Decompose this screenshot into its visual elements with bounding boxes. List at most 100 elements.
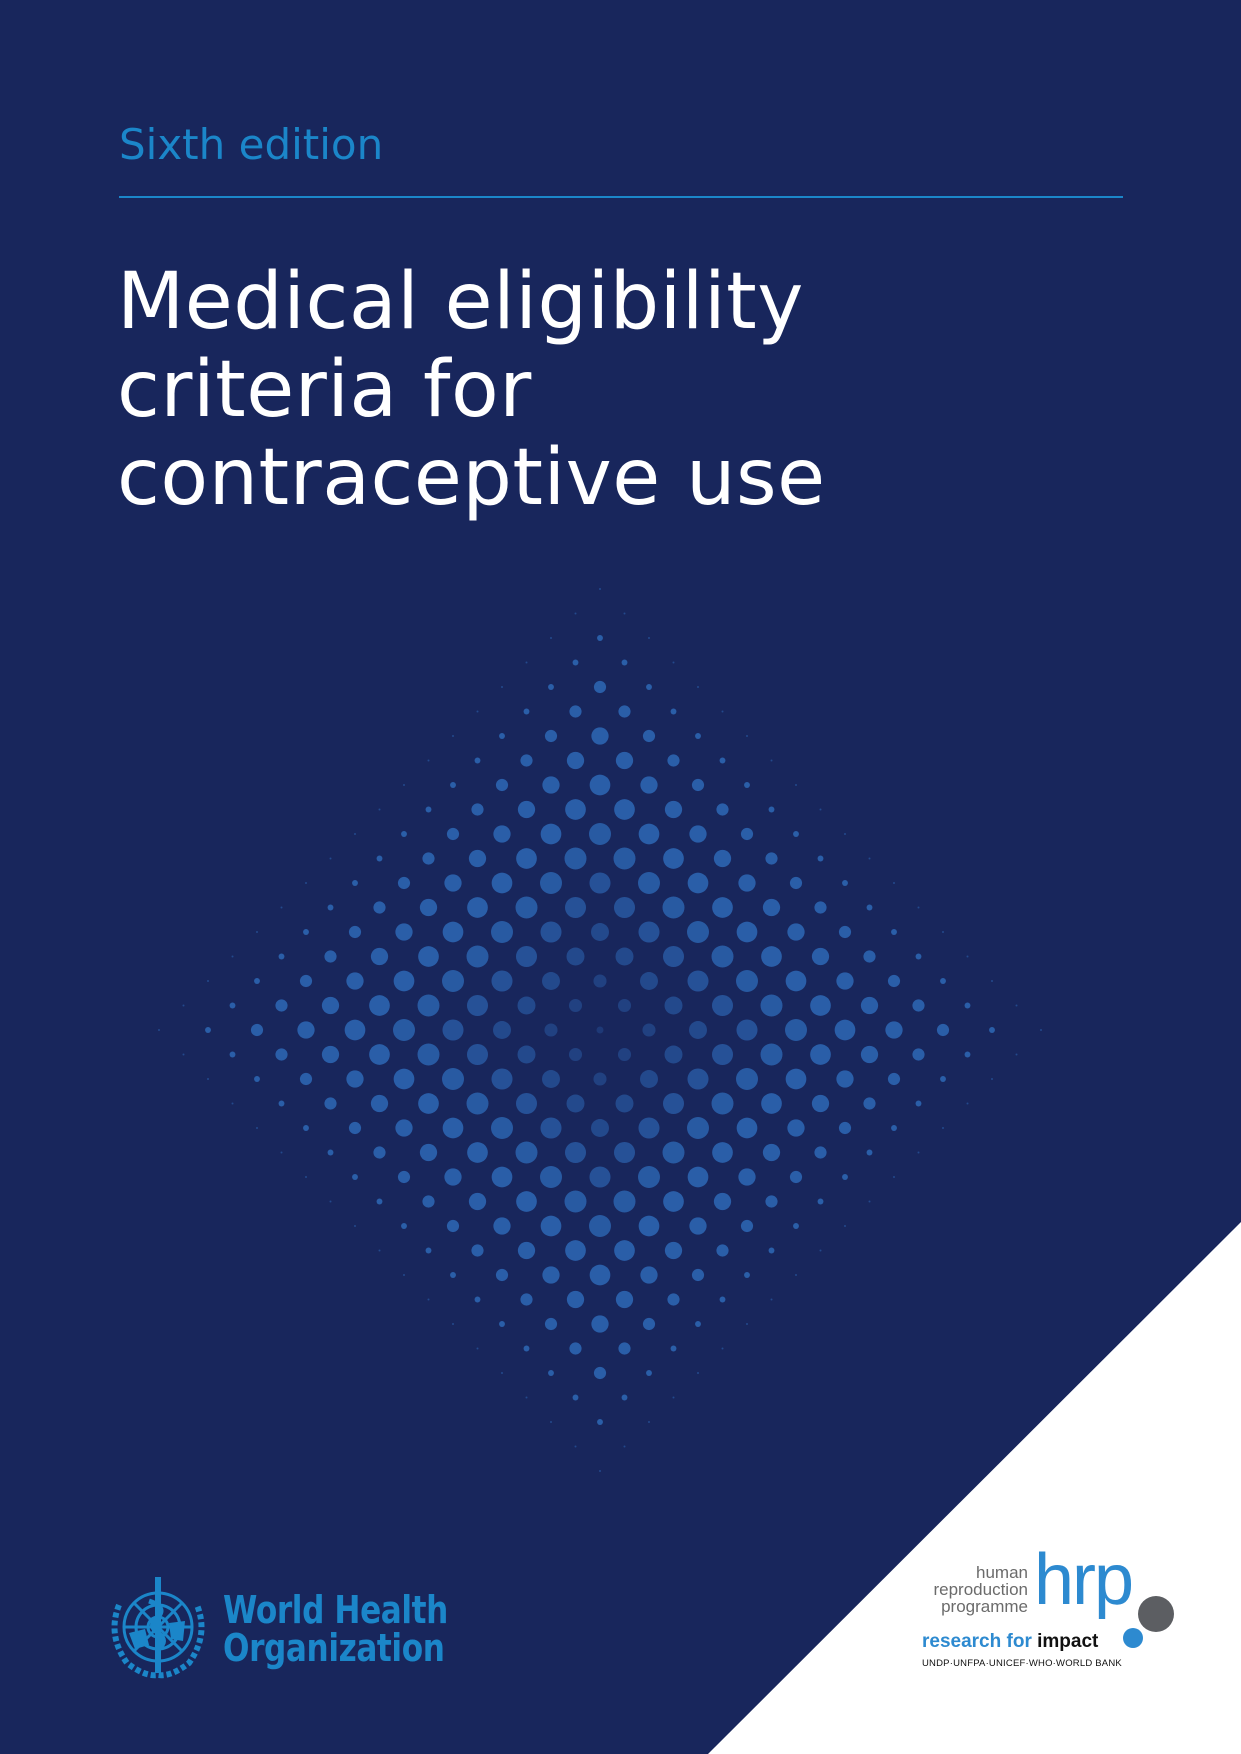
halftone-dot xyxy=(912,1048,925,1061)
document-title: Medical eligibility criteria for contrac… xyxy=(117,258,826,522)
halftone-dot xyxy=(397,876,411,890)
divider xyxy=(119,196,1123,198)
halftone-dot xyxy=(736,921,758,943)
halftone-dot xyxy=(344,1019,366,1041)
halftone-dot xyxy=(250,1023,264,1037)
halftone-dot xyxy=(789,1170,803,1184)
halftone-dot xyxy=(467,897,488,918)
halftone-dot xyxy=(844,833,846,835)
halftone-dot xyxy=(760,994,783,1017)
halftone-dot xyxy=(493,1217,511,1235)
halftone-dot xyxy=(256,931,258,933)
halftone-dot xyxy=(966,955,969,958)
halftone-dot xyxy=(687,921,709,943)
halftone-dot xyxy=(452,1323,454,1325)
halftone-dot xyxy=(566,1094,585,1113)
halftone-dot xyxy=(617,998,632,1013)
halftone-dot xyxy=(738,874,756,892)
halftone-dot xyxy=(817,1198,824,1205)
halftone-dot xyxy=(716,1244,729,1257)
halftone-dot xyxy=(468,849,487,868)
halftone-dot xyxy=(401,831,407,837)
halftone-dot xyxy=(842,1174,848,1180)
halftone-dot xyxy=(762,898,781,917)
halftone-dot xyxy=(663,1191,684,1212)
halftone-dot xyxy=(613,847,636,870)
halftone-dot xyxy=(640,1070,658,1088)
halftone-dot xyxy=(520,1293,533,1306)
halftone-dot xyxy=(711,1043,734,1066)
halftone-dot xyxy=(891,1125,897,1131)
halftone-dot xyxy=(915,953,922,960)
halftone-dot xyxy=(523,708,530,715)
halftone-dot xyxy=(642,1317,656,1331)
halftone-dot xyxy=(713,849,732,868)
halftone-dot xyxy=(540,1117,562,1139)
halftone-dot xyxy=(711,994,734,1017)
halftone-dot xyxy=(427,759,430,762)
halftone-dot xyxy=(787,1119,805,1137)
who-name-line1: World Health xyxy=(223,1588,448,1632)
hrp-text: reproduction xyxy=(933,1580,1028,1599)
halftone-dot xyxy=(768,806,775,813)
halftone-dot xyxy=(550,637,552,639)
tagline-part: impact xyxy=(1037,1631,1099,1652)
halftone-dot xyxy=(515,945,538,968)
halftone-dot xyxy=(713,1192,732,1211)
halftone-dot xyxy=(687,970,709,992)
halftone-dot xyxy=(589,1166,611,1188)
halftone-dot xyxy=(746,735,748,737)
halftone-dot xyxy=(760,1043,783,1066)
halftone-dot xyxy=(966,1102,969,1105)
halftone-dot xyxy=(303,929,309,935)
halftone-dot xyxy=(297,1021,315,1039)
halftone-dot xyxy=(321,996,340,1015)
halftone-dot xyxy=(373,1146,386,1159)
halftone-dot xyxy=(613,1190,636,1213)
halftone-dot xyxy=(623,612,626,615)
halftone-dot xyxy=(229,1002,236,1009)
halftone-dot xyxy=(540,921,562,943)
blue-dot-icon xyxy=(1123,1628,1143,1648)
halftone-dot xyxy=(466,994,489,1017)
halftone-dot xyxy=(466,1043,489,1066)
halftone-dot xyxy=(615,751,634,770)
halftone-dot xyxy=(989,1027,995,1033)
halftone-dot xyxy=(697,686,699,688)
halftone-dot xyxy=(422,852,435,865)
halftone-dot xyxy=(393,1019,415,1041)
halftone-dot xyxy=(593,680,607,694)
edition-label: Sixth edition xyxy=(119,120,384,169)
halftone-dot xyxy=(589,823,611,845)
halftone-dot xyxy=(719,1296,726,1303)
halftone-dot xyxy=(917,906,920,909)
halftone-dot xyxy=(444,1168,462,1186)
halftone-dot xyxy=(572,659,579,666)
halftone-dot xyxy=(182,1053,185,1056)
halftone-dot xyxy=(564,896,587,919)
halftone-dot xyxy=(860,996,879,1015)
halftone-dot xyxy=(442,1068,464,1090)
halftone-dot xyxy=(256,1127,258,1129)
halftone-dot xyxy=(452,735,454,737)
halftone-dot xyxy=(491,921,513,943)
halftone-dot xyxy=(887,1072,901,1086)
halftone-dot xyxy=(793,831,799,837)
halftone-dot xyxy=(689,825,707,843)
halftone-dot xyxy=(785,1019,807,1041)
halftone-dot xyxy=(324,950,337,963)
halftone-dot xyxy=(182,1004,185,1007)
halftone-dot xyxy=(664,996,683,1015)
halftone-dot xyxy=(299,1072,313,1086)
halftone-dot xyxy=(596,1026,604,1034)
halftone-dot xyxy=(836,972,854,990)
halftone-dot xyxy=(471,1244,484,1257)
halftone-dot xyxy=(770,759,773,762)
halftone-dot xyxy=(540,872,562,894)
halftone-dot xyxy=(640,972,658,990)
grey-dot-icon xyxy=(1138,1596,1174,1632)
halftone-dot xyxy=(419,898,438,917)
halftone-dot xyxy=(425,806,432,813)
halftone-dot xyxy=(991,1078,993,1080)
halftone-dot xyxy=(721,710,724,713)
